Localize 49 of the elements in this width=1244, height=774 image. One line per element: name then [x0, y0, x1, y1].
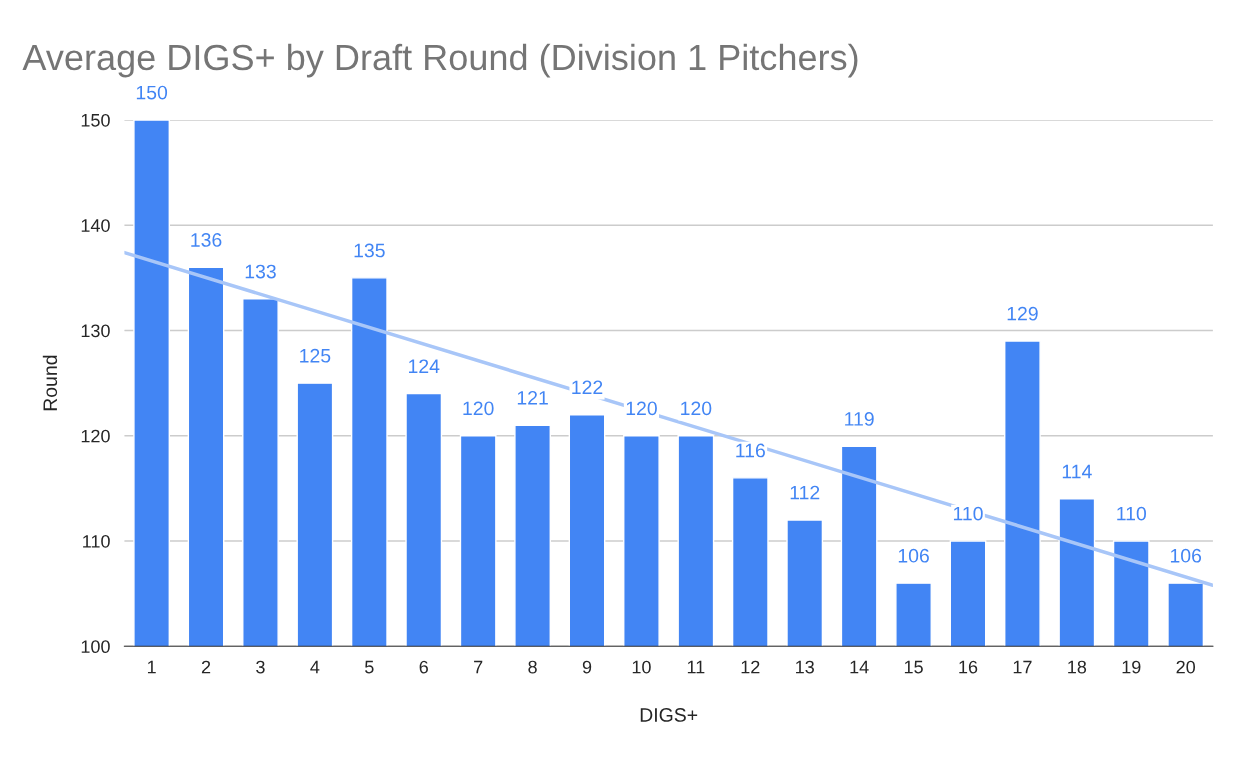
- data-label: 112: [790, 485, 820, 500]
- x-tick-label: 8: [528, 660, 537, 674]
- data-label: 133: [245, 264, 276, 279]
- x-tick-label: 20: [1176, 660, 1196, 674]
- data-label: 150: [136, 85, 168, 100]
- x-tick-label: 12: [741, 660, 760, 674]
- x-tick-label: 17: [1013, 660, 1032, 674]
- y-axis-title: Round: [42, 355, 58, 411]
- data-label: 110: [953, 506, 983, 521]
- data-label: 120: [681, 401, 712, 416]
- y-tick-label: 130: [81, 324, 110, 338]
- x-tick-label: 18: [1068, 660, 1087, 674]
- x-tick-label: 7: [474, 660, 483, 674]
- data-label: 122: [572, 380, 603, 395]
- data-label: 129: [1007, 306, 1038, 321]
- x-tick-label: 16: [959, 660, 978, 674]
- x-tick-label: 9: [582, 660, 592, 674]
- x-tick-label: 15: [904, 660, 923, 674]
- data-label: 125: [300, 348, 331, 363]
- x-tick-label: 6: [419, 660, 428, 674]
- x-tick-label: 19: [1122, 660, 1141, 674]
- x-tick-label: 14: [850, 660, 869, 674]
- data-label: 106: [898, 548, 929, 563]
- data-label: 119: [845, 412, 874, 426]
- x-tick-label: 1: [147, 660, 156, 674]
- x-tick-label: 5: [365, 660, 374, 674]
- y-tick-label: 110: [83, 534, 110, 548]
- data-label: 110: [1117, 506, 1147, 521]
- data-label: 114: [1062, 464, 1092, 479]
- data-label: 116: [736, 443, 765, 458]
- y-tick-label: 100: [81, 640, 110, 654]
- data-label: 121: [517, 390, 548, 405]
- y-tick-label: 150: [81, 113, 110, 127]
- y-tick-label: 140: [81, 219, 110, 232]
- x-tick-label: 3: [256, 660, 265, 674]
- data-label: 135: [354, 243, 385, 258]
- data-label: 136: [191, 233, 222, 247]
- x-tick-label: 4: [310, 660, 320, 674]
- chart-title: Average DIGS+ by Draft Round (Division 1 Pitchers): [22, 43, 858, 78]
- data-label: 120: [463, 401, 494, 416]
- data-label: 124: [409, 359, 440, 373]
- x-tick-label: 11: [687, 660, 705, 674]
- x-tick-label: 2: [201, 660, 211, 674]
- y-tick-label: 120: [81, 429, 110, 443]
- x-tick-label: 13: [796, 660, 814, 674]
- data-label: 120: [626, 401, 657, 416]
- x-tick-label: 10: [632, 660, 651, 674]
- data-label: 106: [1170, 548, 1202, 563]
- x-axis-title: DIGS+: [640, 708, 698, 722]
